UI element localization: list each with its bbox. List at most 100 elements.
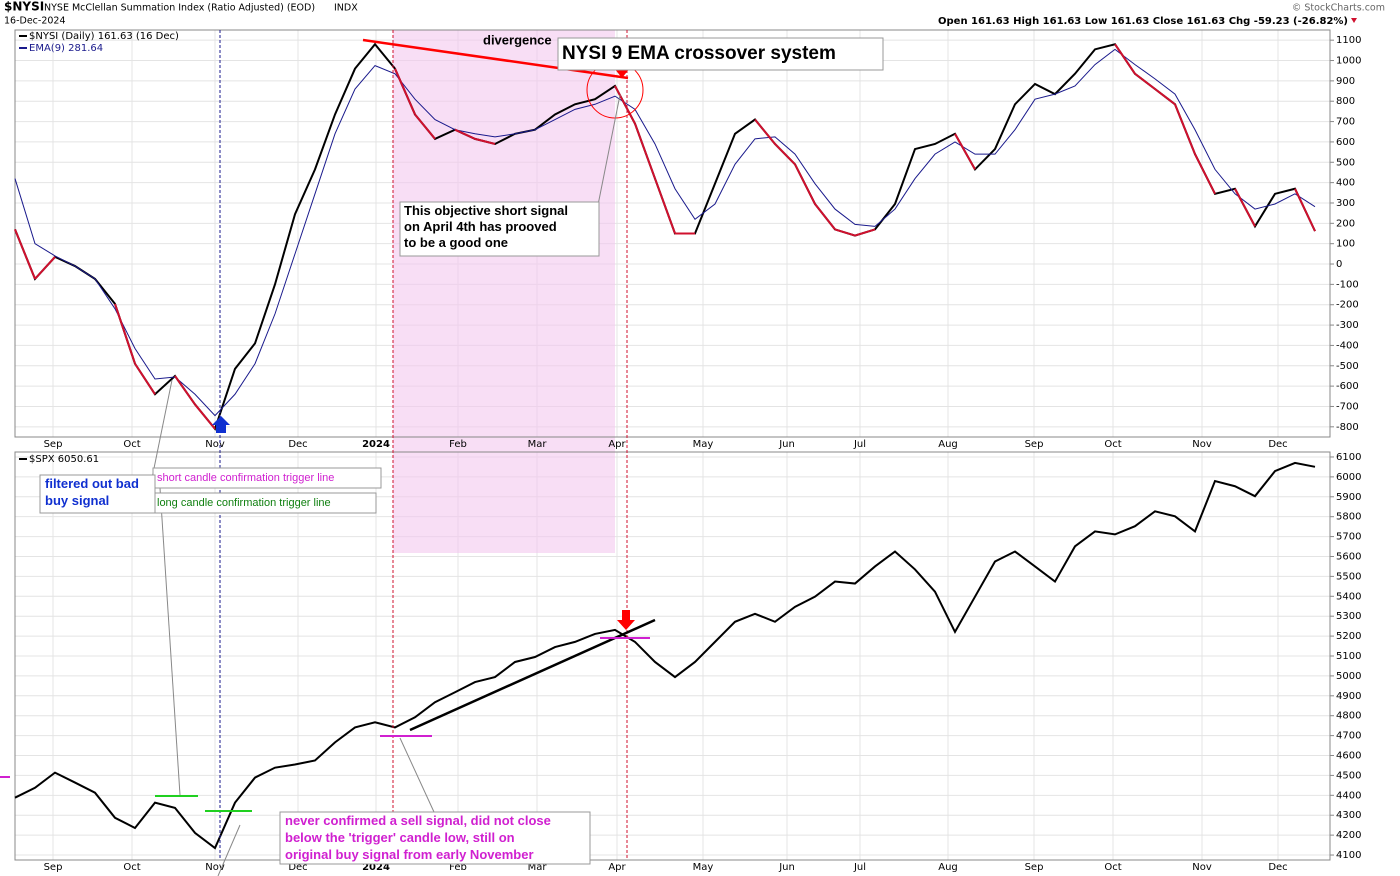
annotation: never confirmed a sell signal, did not c… (285, 813, 554, 862)
x-tick-label: May (693, 439, 714, 450)
annotation-box (399, 201, 600, 257)
x-tick-label: Nov (1192, 439, 1212, 450)
y-tick-label: 5100 (1336, 651, 1361, 662)
y-tick-label: -400 (1336, 340, 1359, 351)
annotation-line: buy signal (45, 493, 109, 508)
y-tick-label: 5200 (1336, 631, 1361, 642)
x-tick-label: Apr (608, 862, 626, 873)
below-ema-segment (134, 363, 156, 395)
annotation: short candle confirmation trigger line (157, 472, 334, 484)
x-tick-label: Aug (938, 862, 958, 873)
annotation-line: never confirmed a sell signal, did not c… (285, 813, 551, 828)
y-tick-label: 4500 (1336, 770, 1361, 781)
y-tick-label: 4900 (1336, 691, 1361, 702)
y-tick-label: -800 (1336, 422, 1359, 433)
y-tick-label: 1100 (1336, 35, 1361, 46)
x-tick-label: Apr (608, 439, 626, 450)
below-ema-segment (194, 403, 216, 430)
annotation-line: on April 4th has prooved (404, 219, 557, 234)
y-tick-label: 300 (1336, 198, 1355, 209)
exchange: INDX (334, 3, 358, 14)
y-tick-label: 5800 (1336, 512, 1361, 523)
below-ema-segment (834, 228, 856, 237)
x-tick-label: Mar (528, 862, 548, 873)
y-tick-label: 200 (1336, 218, 1355, 229)
x-tick-label: Sep (1025, 862, 1044, 873)
x-tick-label: Sep (44, 439, 63, 450)
top-frame (14, 29, 1331, 438)
annotation-line: to be a good one (404, 235, 508, 250)
series-line (14, 48, 1316, 417)
x-tick-label: Jul (853, 862, 866, 873)
x-tick-label: Oct (123, 862, 140, 873)
x-tick-label: Nov (1192, 862, 1212, 873)
y-tick-label: -700 (1336, 401, 1359, 412)
below-ema-segment (1174, 103, 1196, 155)
y-tick-label: 4600 (1336, 751, 1361, 762)
y-tick-label: 4700 (1336, 731, 1361, 742)
y-tick-label: 800 (1336, 96, 1355, 107)
y-tick-label: 4200 (1336, 830, 1361, 841)
y-tick-label: 5000 (1336, 671, 1361, 682)
annotation: divergence (483, 32, 552, 47)
y-tick-label: 700 (1336, 117, 1355, 128)
y-tick-label: -500 (1336, 361, 1359, 372)
divergence-line (362, 38, 629, 80)
below-ema-segment (114, 303, 136, 365)
annotation: long candle confirmation trigger line (157, 497, 331, 509)
y-tick-label: -200 (1336, 300, 1359, 311)
x-tick-label: Mar (528, 439, 548, 450)
annotation: filtered out bad buy signal (45, 476, 143, 508)
y-tick-label: 5400 (1336, 591, 1361, 602)
annotation: This objective short signal on April 4th… (404, 203, 572, 250)
y-tick-label: -300 (1336, 320, 1359, 331)
y-tick-label: 4400 (1336, 790, 1361, 801)
y-tick-label: -600 (1336, 381, 1359, 392)
below-ema-segment (854, 228, 876, 237)
y-tick-label: 0 (1336, 259, 1342, 270)
x-tick-label: Nov (205, 439, 225, 450)
y-tick-label: 5700 (1336, 532, 1361, 543)
below-ema-segment (754, 118, 776, 145)
annotation-line: This objective short signal (404, 203, 568, 218)
x-tick-label: Jul (853, 439, 866, 450)
below-ema-segment (394, 68, 416, 115)
callout-line (159, 487, 181, 796)
legend-label: EMA(9) 281.64 (29, 43, 103, 54)
x-tick-label: Oct (1104, 862, 1121, 873)
x-tick-label: Dec (1268, 439, 1287, 450)
x-tick-label: Dec (288, 439, 307, 450)
highlight-region (393, 30, 615, 553)
y-tick-label: -100 (1336, 279, 1359, 290)
below-ema-segment (1154, 88, 1176, 106)
symbol: $NYSI (4, 0, 44, 14)
y-tick-label: 100 (1336, 239, 1355, 250)
below-ema-segment (1194, 153, 1216, 195)
below-ema-segment (774, 143, 796, 166)
y-tick-label: 4300 (1336, 810, 1361, 821)
annotation-line: original buy signal from early November (285, 847, 534, 862)
annotation-box (279, 811, 591, 865)
down-arrow (1351, 18, 1357, 23)
x-tick-label: Oct (123, 439, 140, 450)
below-ema-segment (794, 163, 816, 205)
annotation-box (557, 37, 884, 71)
below-ema-segment (614, 85, 636, 125)
y-tick-label: 400 (1336, 178, 1355, 189)
below-ema-segment (14, 229, 36, 280)
legend-label: $SPX 6050.61 (29, 454, 99, 465)
date: 16-Dec-2024 (4, 16, 66, 27)
callout-line (597, 94, 621, 206)
annotation-line: filtered out bad (45, 476, 139, 491)
x-tick-label: 2024 (362, 862, 390, 873)
x-tick-label: Dec (1268, 862, 1287, 873)
x-tick-label: Sep (44, 862, 63, 873)
below-ema-segment (454, 128, 476, 140)
x-tick-label: Dec (288, 862, 307, 873)
y-tick-label: 5300 (1336, 611, 1361, 622)
x-tick-label: Sep (1025, 439, 1044, 450)
x-tick-label: Nov (205, 862, 225, 873)
below-ema-segment (1114, 43, 1136, 75)
y-tick-label: 4800 (1336, 711, 1361, 722)
